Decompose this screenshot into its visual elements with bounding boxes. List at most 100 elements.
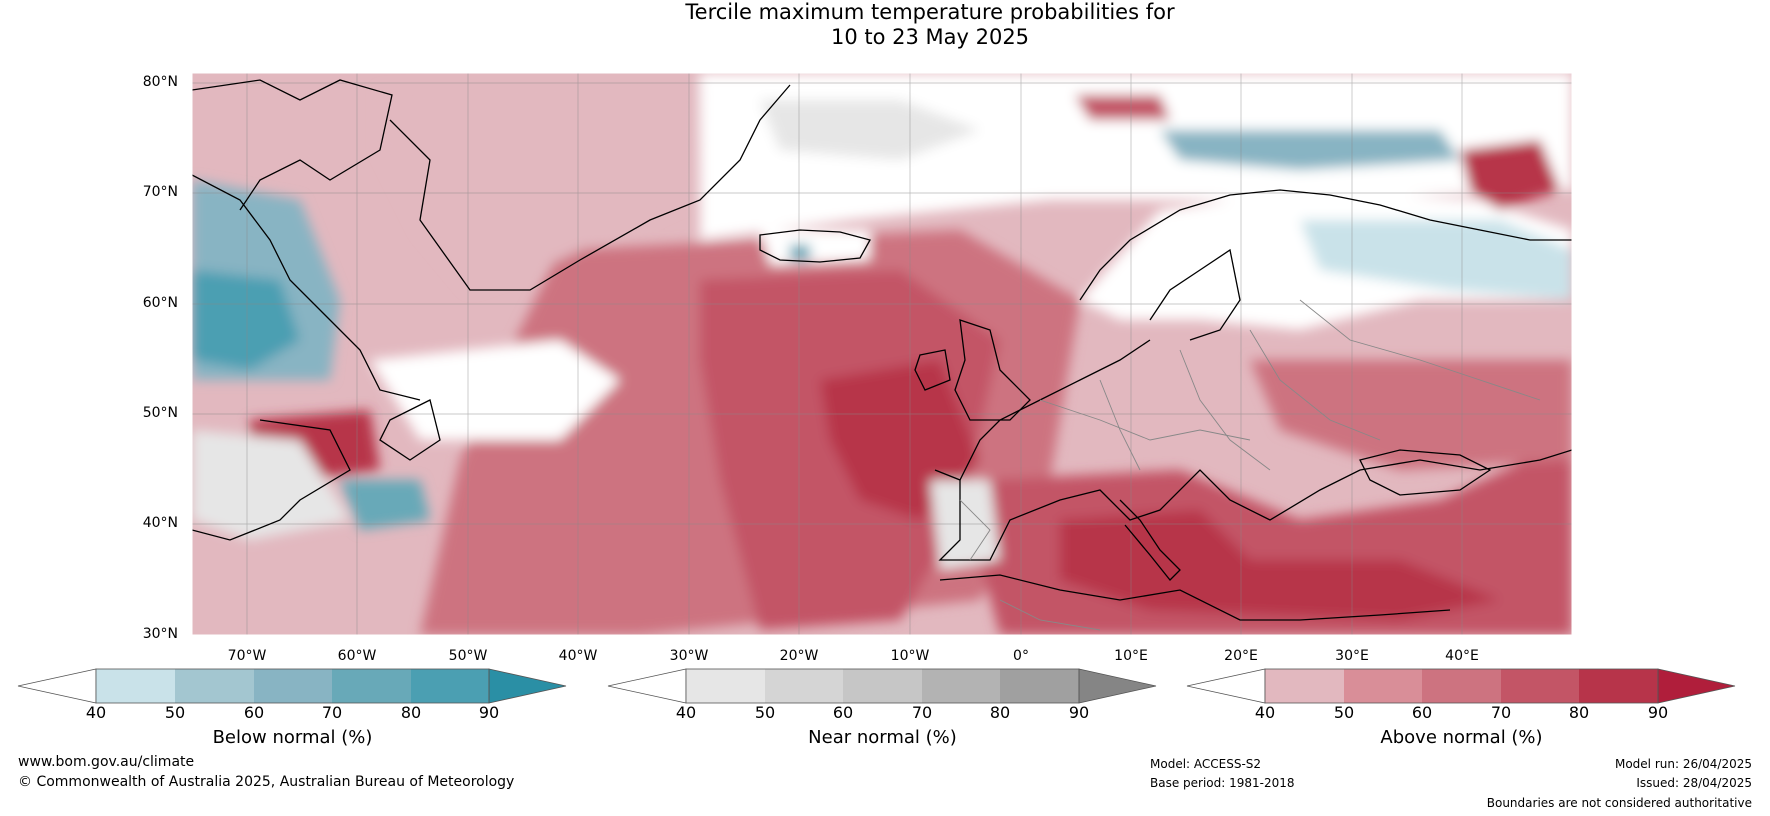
coastlines	[192, 79, 1572, 621]
lon-label-20w: 20°W	[779, 648, 819, 664]
base-period-text: Base period: 1981-2018	[1150, 776, 1295, 790]
greenland-above	[380, 73, 700, 290]
lon-label-10e: 10°E	[1114, 648, 1148, 664]
barents-below	[1160, 130, 1460, 170]
above-normal-underflow	[1186, 668, 1266, 704]
iceland-coast	[759, 229, 871, 263]
europe-coast	[934, 449, 1572, 561]
lon-label-30w: 30°W	[669, 648, 709, 664]
below-tick-40: 40	[85, 703, 107, 722]
border-6	[959, 499, 991, 561]
canada-arctic-coast	[192, 79, 393, 211]
copyright-text: © Commonwealth of Australia 2025, Austra…	[18, 774, 515, 790]
lat-label-60n: 60°N	[142, 295, 178, 311]
uk-coast	[954, 319, 1031, 421]
lon-label-60w: 60°W	[337, 648, 377, 664]
above-tick-60: 60	[1411, 703, 1433, 722]
italy-coast	[1119, 499, 1181, 581]
near-normal-swatch-5	[1000, 669, 1079, 703]
near-tick-70: 70	[911, 703, 933, 722]
svalbard-above	[1075, 95, 1170, 120]
lat-label-50n: 50°N	[142, 405, 178, 421]
below-normal-swatch-4	[332, 669, 411, 703]
near-normal-swatch-2	[765, 669, 843, 703]
country-borders	[959, 299, 1541, 631]
model-text: Model: ACCESS-S2	[1150, 757, 1262, 771]
below-tick-60: 60	[243, 703, 265, 722]
below-tick-70: 70	[321, 703, 343, 722]
border-4	[1249, 329, 1381, 441]
above-normal-swatch-3	[1422, 669, 1501, 703]
lon-label-50w: 50°W	[448, 648, 488, 664]
iceland-below	[790, 245, 810, 260]
lat-label-70n: 70°N	[142, 184, 178, 200]
us-near-normal	[192, 430, 350, 540]
title-line-1: Tercile maximum temperature probabilitie…	[685, 0, 1175, 24]
above-normal-title: Above normal (%)	[1380, 727, 1543, 748]
barents-above	[1460, 140, 1560, 210]
near-normal-title: Near normal (%)	[808, 727, 957, 748]
near-normal-swatch-4	[922, 669, 1000, 703]
map-title: Tercile maximum temperature probabilitie…	[0, 0, 1770, 50]
title-line-2: 10 to 23 May 2025	[830, 25, 1030, 49]
scandinavia-below-50	[1300, 220, 1572, 300]
border-2	[1099, 379, 1141, 471]
norway-coast	[1079, 189, 1572, 301]
lon-label-30e: 30°E	[1335, 648, 1369, 664]
near-tick-50: 50	[754, 703, 776, 722]
above-normal-swatch-5	[1579, 669, 1658, 703]
atlantic-near-normal	[370, 340, 620, 440]
colorbar-above-normal	[1186, 668, 1736, 704]
near-normal-swatch-3	[843, 669, 922, 703]
lat-label-80n: 80°N	[142, 74, 178, 90]
lon-label-40e: 40°E	[1445, 648, 1479, 664]
below-normal-overflow	[488, 668, 567, 704]
colorbar-below-normal	[17, 668, 567, 704]
border-3	[1179, 349, 1271, 471]
iceland-white	[760, 230, 870, 265]
above-normal-swatch-1	[1265, 669, 1344, 703]
issued-text: Issued: 28/04/2025	[1636, 776, 1752, 790]
lon-label-10w: 10°W	[890, 648, 930, 664]
website-link[interactable]: www.bom.gov.au/climate	[18, 754, 195, 770]
sweden-coast	[1149, 248, 1241, 341]
ireland-coast	[914, 349, 951, 391]
lon-label-0: 0°	[1013, 648, 1029, 664]
above-tick-70: 70	[1490, 703, 1512, 722]
greenland-coast	[389, 84, 791, 291]
below-normal-swatch-2	[175, 669, 254, 703]
below-tick-80: 80	[400, 703, 422, 722]
canada-below-80	[192, 270, 300, 370]
near-normal-underflow	[607, 668, 687, 704]
colorbar-near-normal	[607, 668, 1157, 704]
below-tick-50: 50	[164, 703, 186, 722]
below-normal-underflow	[17, 668, 97, 704]
newfoundland-coast	[379, 399, 441, 461]
below-normal-swatch-3	[254, 669, 332, 703]
below-tick-90: 90	[478, 703, 500, 722]
near-tick-60: 60	[832, 703, 854, 722]
black-sea-coast	[1359, 449, 1492, 496]
near-tick-80: 80	[989, 703, 1011, 722]
east-europe-above-60	[1250, 360, 1572, 470]
labrador-coast	[192, 174, 421, 401]
below-normal-swatch-5	[411, 669, 489, 703]
lat-label-30n: 30°N	[142, 626, 178, 642]
model-run-text: Model run: 26/04/2025	[1614, 757, 1752, 771]
near-normal-overflow	[1078, 668, 1157, 704]
below-normal-title: Below normal (%)	[212, 727, 373, 748]
map-frame	[191, 72, 1573, 636]
lon-label-20e: 20°E	[1224, 648, 1258, 664]
above-tick-80: 80	[1568, 703, 1590, 722]
above-normal-overflow	[1657, 668, 1736, 704]
near-tick-90: 90	[1068, 703, 1090, 722]
map-field	[192, 73, 1572, 635]
near-normal-swatch-1	[686, 669, 765, 703]
above-normal-swatch-2	[1344, 669, 1422, 703]
lon-label-40w: 40°W	[558, 648, 598, 664]
graticule	[192, 73, 1572, 635]
near-tick-40: 40	[675, 703, 697, 722]
border-5	[1299, 299, 1541, 401]
above-tick-90: 90	[1647, 703, 1669, 722]
